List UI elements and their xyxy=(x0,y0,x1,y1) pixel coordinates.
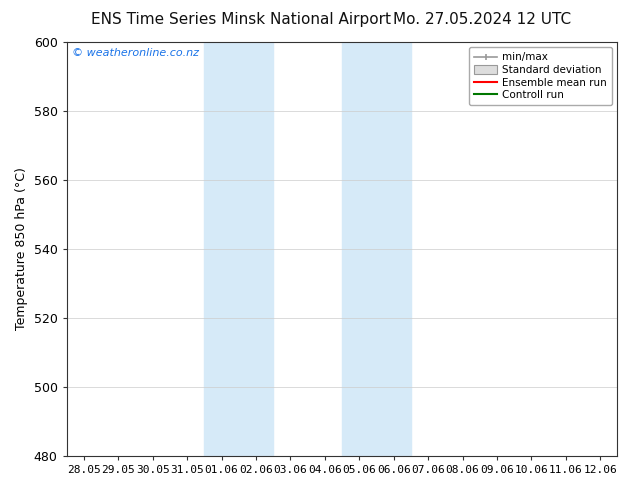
Text: ENS Time Series Minsk National Airport: ENS Time Series Minsk National Airport xyxy=(91,12,391,27)
Text: © weatheronline.co.nz: © weatheronline.co.nz xyxy=(72,48,199,58)
Bar xyxy=(342,42,411,456)
Y-axis label: Temperature 850 hPa (°C): Temperature 850 hPa (°C) xyxy=(15,168,28,330)
Text: Mo. 27.05.2024 12 UTC: Mo. 27.05.2024 12 UTC xyxy=(393,12,571,27)
Bar xyxy=(204,42,273,456)
Legend: min/max, Standard deviation, Ensemble mean run, Controll run: min/max, Standard deviation, Ensemble me… xyxy=(469,47,612,105)
